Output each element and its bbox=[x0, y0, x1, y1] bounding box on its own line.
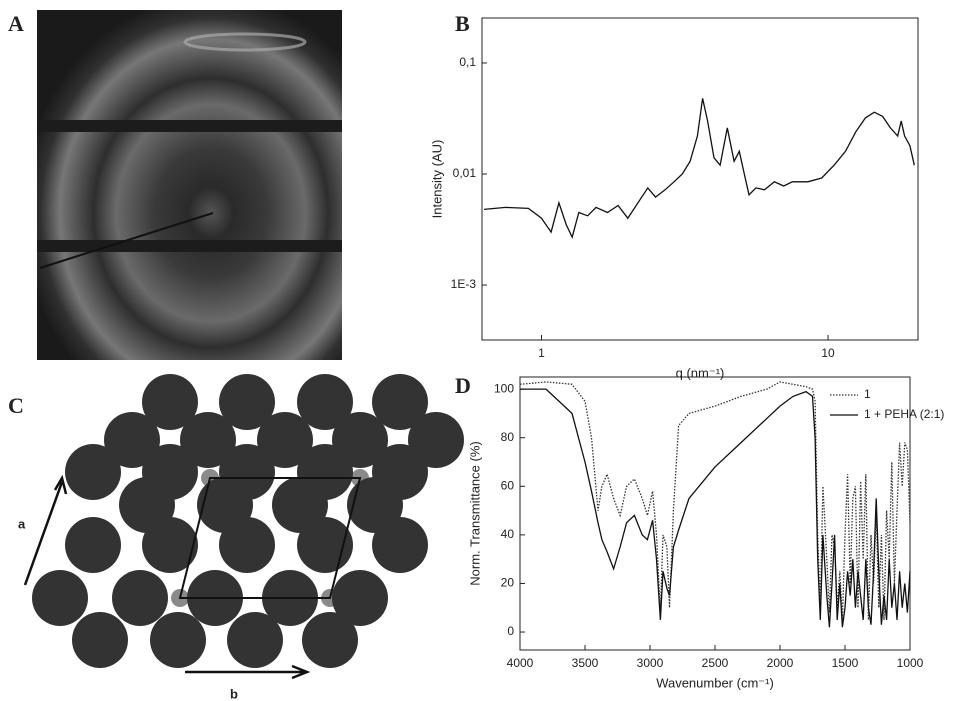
atom bbox=[332, 570, 388, 626]
atom bbox=[372, 517, 428, 573]
atom bbox=[180, 412, 236, 468]
atom bbox=[65, 517, 121, 573]
y-tick-label: 1E-3 bbox=[451, 277, 477, 291]
x-tick-label: 10 bbox=[821, 346, 835, 360]
plot-frame bbox=[519, 376, 911, 651]
panel-label: B bbox=[455, 11, 470, 36]
y-tick-label: 80 bbox=[501, 430, 515, 444]
y-tick-label: 100 bbox=[494, 381, 514, 395]
atom bbox=[257, 412, 313, 468]
atom bbox=[104, 412, 160, 468]
atom bbox=[72, 612, 128, 668]
unit-cell bbox=[178, 477, 362, 599]
data-line bbox=[520, 388, 911, 628]
atom bbox=[372, 374, 428, 430]
x-tick-label: 3500 bbox=[572, 656, 599, 670]
y-tick-label: 0 bbox=[507, 624, 514, 638]
atom bbox=[219, 517, 275, 573]
atom bbox=[32, 570, 88, 626]
x-tick-label: 2500 bbox=[702, 656, 729, 670]
x-tick-label: 4000 bbox=[507, 656, 534, 670]
arrow-a bbox=[23, 474, 68, 586]
y-tick-label: 0,01 bbox=[453, 166, 477, 180]
atom bbox=[347, 477, 403, 533]
lattice-axis-label: a bbox=[18, 516, 26, 531]
panel-label: C bbox=[8, 393, 24, 418]
atom bbox=[150, 612, 206, 668]
lattice-diagram bbox=[23, 374, 464, 680]
panel-label: D bbox=[455, 373, 471, 398]
legend-label: 1 + PEHA (2:1) bbox=[864, 407, 944, 421]
y-tick-label: 60 bbox=[501, 478, 515, 492]
atom bbox=[142, 517, 198, 573]
x-axis-label: Wavenumber (cm⁻¹) bbox=[656, 675, 774, 690]
x-tick-label: 2000 bbox=[767, 656, 794, 670]
x-tick-label: 1500 bbox=[832, 656, 859, 670]
x-tick-label: 3000 bbox=[637, 656, 664, 670]
y-axis-label: Intensity (AU) bbox=[429, 140, 444, 219]
data-line bbox=[483, 98, 915, 239]
atom bbox=[65, 444, 121, 500]
atom bbox=[272, 477, 328, 533]
atom bbox=[219, 374, 275, 430]
y-tick-label: 20 bbox=[501, 576, 515, 590]
atom bbox=[297, 517, 353, 573]
x-tick-label: 1 bbox=[538, 346, 545, 360]
arrow-b bbox=[185, 664, 311, 680]
atom bbox=[297, 374, 353, 430]
y-tick-label: 0,1 bbox=[459, 55, 476, 69]
lattice-axis-label: b bbox=[230, 686, 238, 701]
plot-frame bbox=[481, 17, 919, 341]
atom bbox=[302, 612, 358, 668]
atom bbox=[227, 612, 283, 668]
atom bbox=[408, 412, 464, 468]
atom bbox=[112, 570, 168, 626]
x-axis-label: q (nm⁻¹) bbox=[676, 365, 725, 380]
atom bbox=[142, 374, 198, 430]
data-line bbox=[519, 381, 911, 620]
legend-label: 1 bbox=[864, 387, 871, 401]
diffraction-image bbox=[37, 10, 342, 360]
y-axis-label: Norm. Transmittance (%) bbox=[467, 441, 482, 585]
panel-label: A bbox=[8, 11, 24, 36]
x-tick-label: 1000 bbox=[897, 656, 924, 670]
y-tick-label: 40 bbox=[501, 527, 515, 541]
